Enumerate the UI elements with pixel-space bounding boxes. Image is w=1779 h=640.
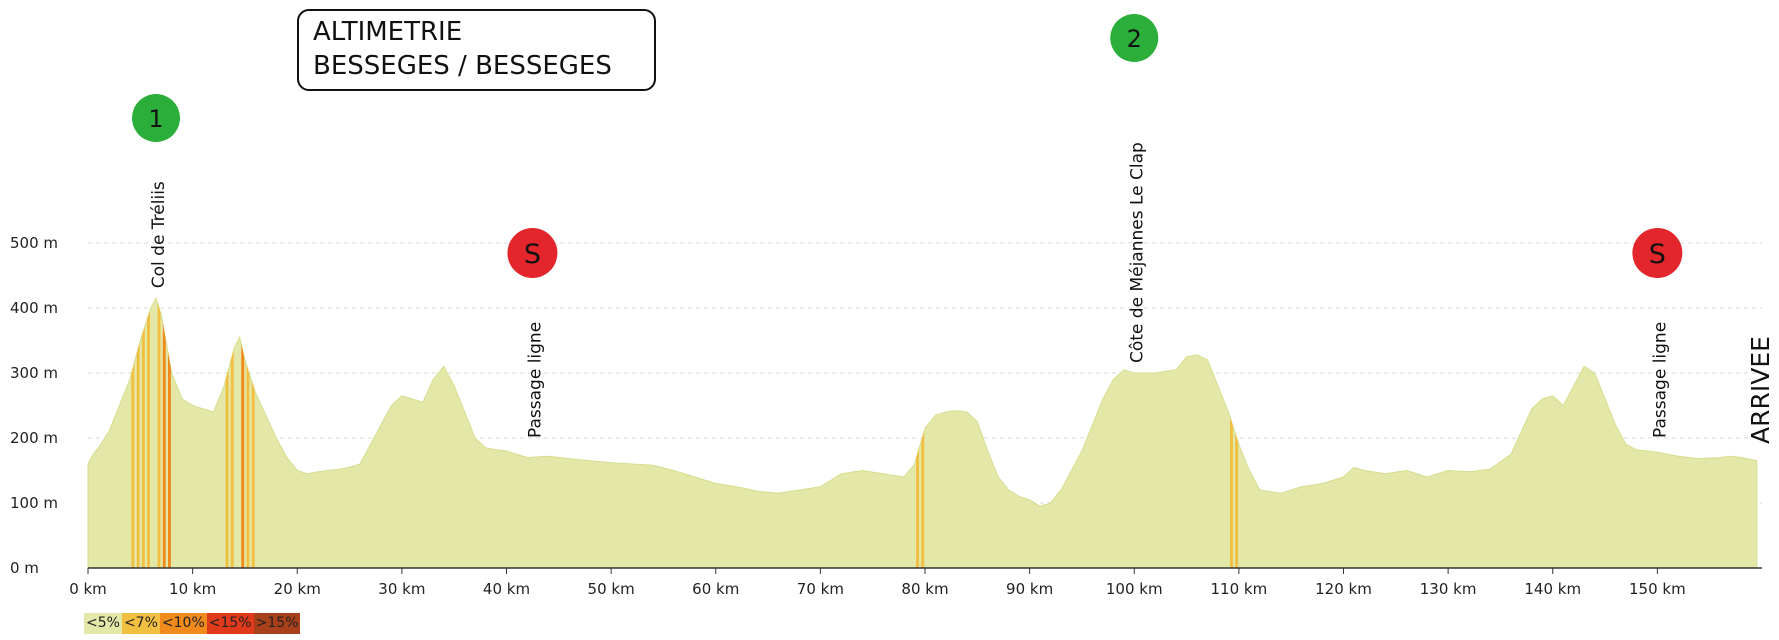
y-tick-label: 100 m [10,494,58,512]
x-tick-label: 140 km [1524,580,1581,598]
profile-area [87,297,1758,569]
gradient-stripe [136,298,140,568]
gradient-stripe [147,298,150,568]
title-line-2: BESSEGES / BESSEGES [313,51,612,81]
y-tick-label: 0 m [10,559,39,577]
legend-item: <7% [121,613,160,634]
x-tick-label: 80 km [901,580,948,598]
x-tick-label: 30 km [378,580,425,598]
x-tick-label: 10 km [169,580,216,598]
finish-label: ARRIVEE [1746,336,1775,444]
climb-marker [1110,14,1159,62]
x-tick-label: 130 km [1420,580,1477,598]
sprint-name: Passage ligne [1650,322,1670,438]
climb-number: 1 [148,105,163,133]
x-tick-label: 120 km [1315,580,1372,598]
x-tick-label: 0 km [69,580,107,598]
gradient-stripe [1235,298,1239,568]
gradient-stripe [131,298,135,568]
gradient-stripe [230,298,234,568]
gradient-stripe [225,298,229,568]
gradient-legend: <5% <7% <10% <15% >15% [84,613,301,634]
x-tick-label: 150 km [1629,580,1686,598]
x-tick-label: 60 km [692,580,739,598]
x-tick-label: 90 km [1006,580,1053,598]
gradient-stripe [1230,298,1233,568]
gradient-stripe [162,298,166,568]
x-tick-label: 70 km [797,580,844,598]
title-line-1: ALTIMETRIE [313,17,463,47]
gradient-stripe [168,298,171,568]
gradient-stripe [157,298,161,568]
x-tick-label: 50 km [588,580,635,598]
gradient-stripe [246,298,250,568]
climb-name: Côte de Méjannes Le Clap [1127,142,1147,363]
climb-marker [132,94,181,142]
sprint-marker [1632,228,1683,278]
gradient-stripe [241,298,245,568]
gradient-stripe [141,298,145,568]
legend-item: <5% [84,613,122,634]
sprint-name: Passage ligne [525,322,545,438]
gradient-stripe [916,298,919,568]
legend-item: <10% [159,613,207,634]
x-tick-label: 100 km [1106,580,1163,598]
title-box: ALTIMETRIE BESSEGES / BESSEGES [297,9,656,91]
legend-item: <15% [206,613,254,634]
legend-item: >15% [253,613,301,634]
y-tick-label: 500 m [10,234,58,252]
y-tick-label: 300 m [10,364,58,382]
sprint-marker [507,228,558,278]
climb-number: 2 [1127,25,1142,53]
y-tick-label: 200 m [10,429,58,447]
y-tick-label: 400 m [10,299,58,317]
x-tick-label: 110 km [1211,580,1268,598]
gradient-stripe [921,298,925,568]
x-tick-label: 40 km [483,580,530,598]
x-tick-label: 20 km [274,580,321,598]
climb-name: Col de Tréliis [149,181,169,288]
sprint-symbol: S [1649,239,1666,270]
sprint-symbol: S [524,239,541,270]
gradient-stripe [251,298,255,568]
